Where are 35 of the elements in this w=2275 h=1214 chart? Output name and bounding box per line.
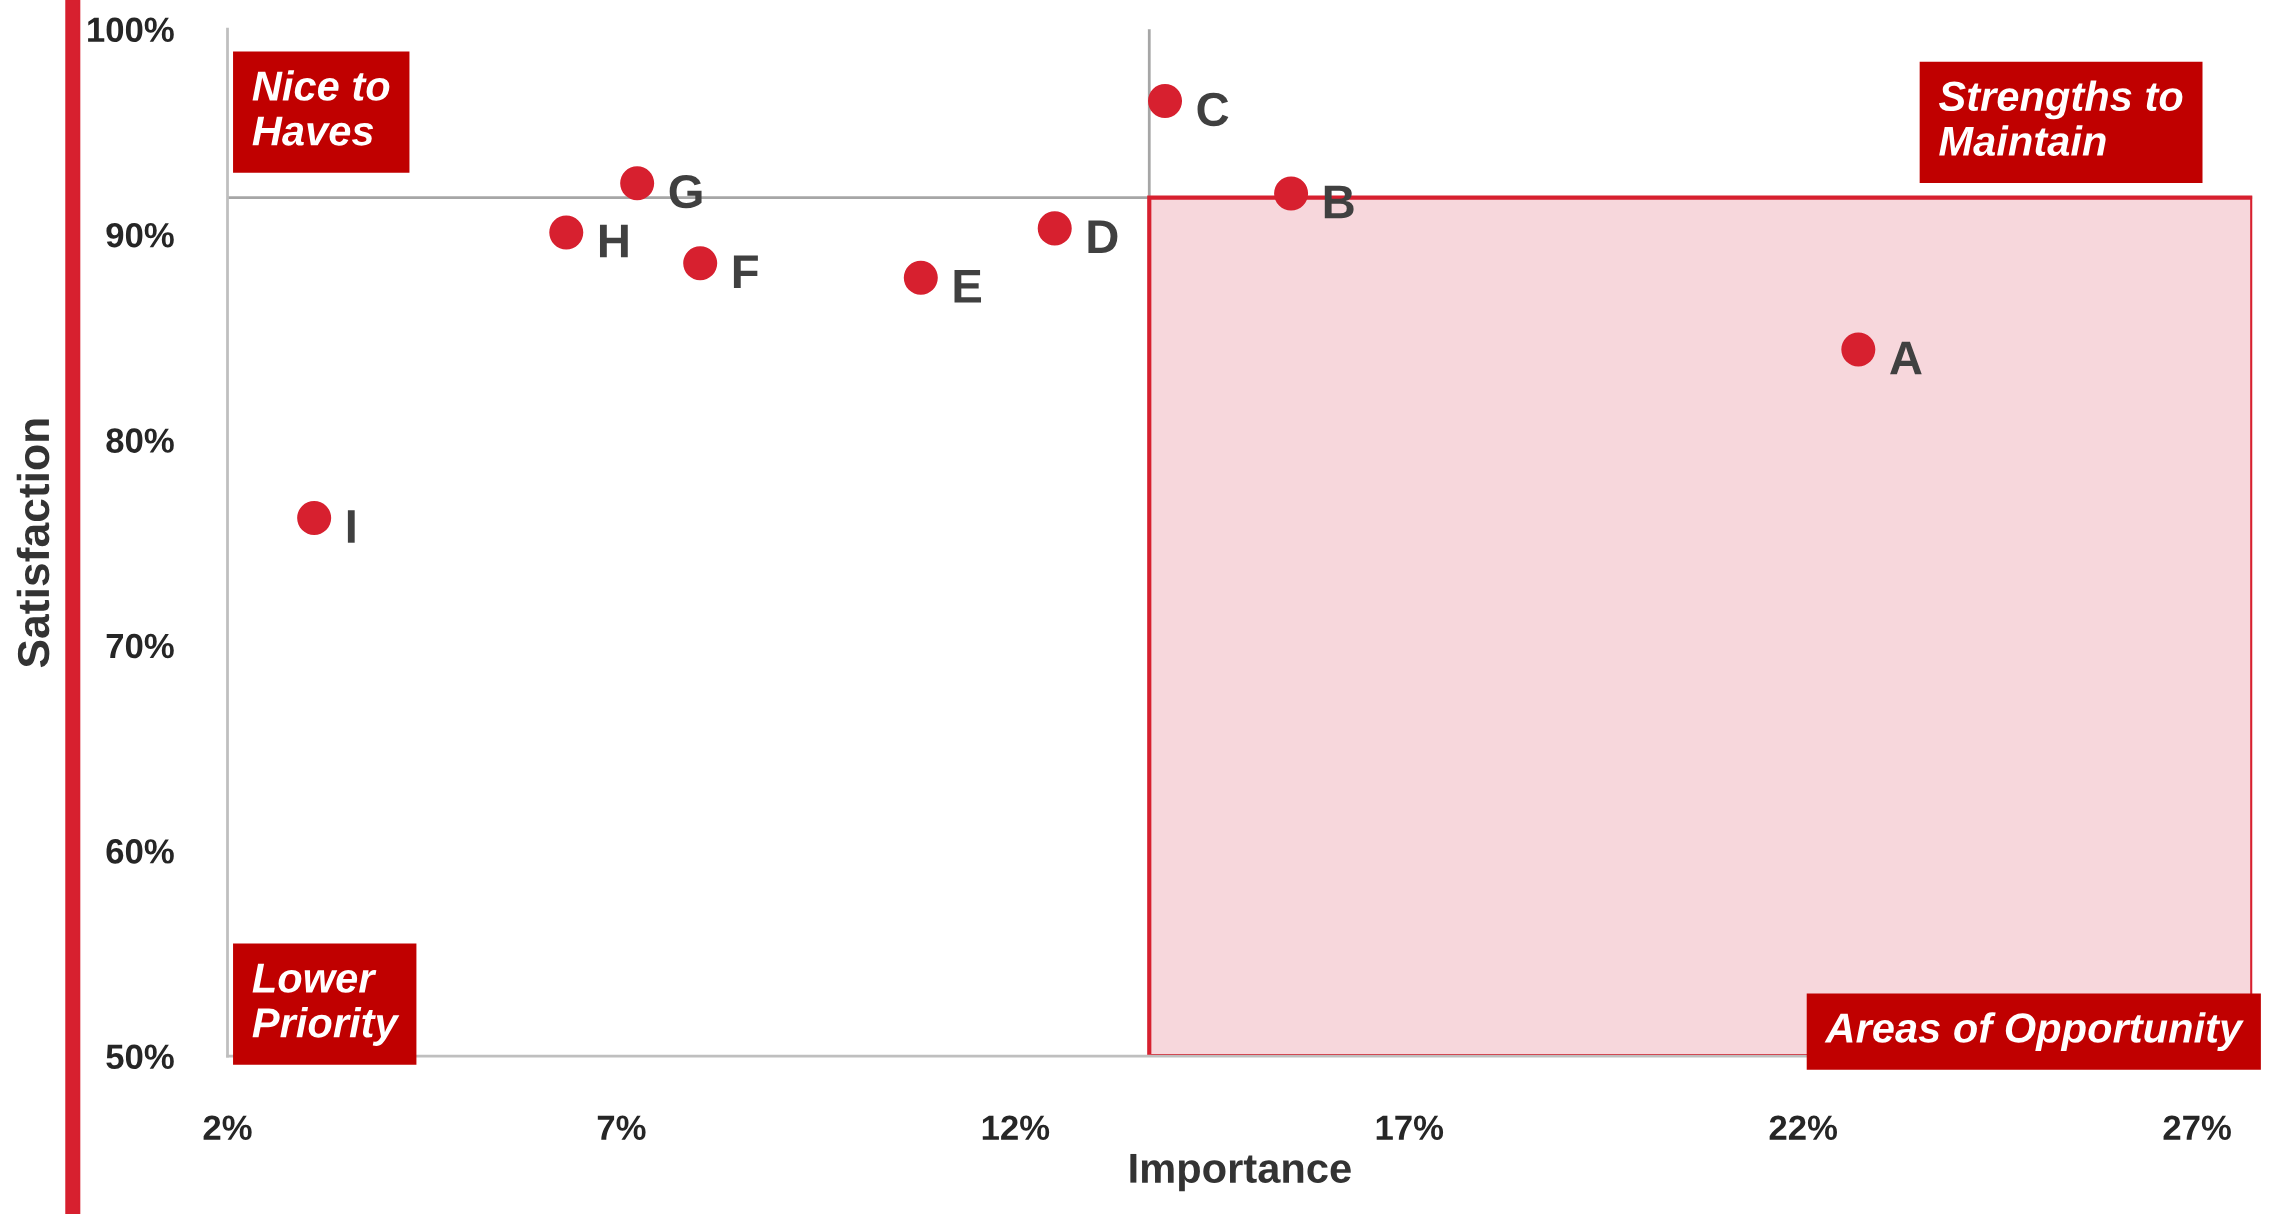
point: [903, 260, 938, 295]
data-label: H: [599, 224, 628, 258]
x-tick-label: 27%: [2163, 1115, 2231, 1140]
x-tick-label: 22%: [1769, 1115, 1838, 1140]
point: [297, 501, 332, 536]
point: [683, 246, 718, 281]
point: [1841, 332, 1876, 367]
data-label: G: [669, 174, 702, 209]
x-tick-label: 12%: [982, 1115, 1050, 1140]
band-label: Areas of Opportunity: [1824, 1012, 2244, 1052]
x-axis-title: Importance: [1130, 1153, 1351, 1192]
point: [1037, 211, 1072, 246]
y-tick-label: 100%: [88, 17, 174, 43]
x-tick-label: 7%: [597, 1115, 646, 1140]
point: [1274, 176, 1309, 211]
data-label: I: [347, 510, 355, 543]
x-tick-label: 17%: [1376, 1115, 1444, 1140]
point: [620, 166, 655, 201]
point: [549, 215, 584, 250]
annotation: Nice to Haves: [252, 70, 390, 146]
point: [1148, 84, 1183, 119]
y-tick-label: 90%: [106, 222, 174, 248]
y-tick-label: 60%: [106, 839, 174, 864]
y-tick-label: 80%: [106, 428, 174, 453]
data-label: A: [1890, 341, 1922, 375]
y-axis-title: Satisfaction: [16, 419, 50, 668]
annotation: Strengths to Maintain: [1938, 80, 2183, 156]
y-tick-label: 70%: [106, 633, 174, 659]
data-label: F: [733, 255, 758, 289]
y-tick-label: 50%: [106, 1044, 174, 1070]
data-label: E: [954, 269, 982, 303]
data-label: C: [1197, 92, 1229, 127]
x-tick-label: 2%: [203, 1115, 252, 1140]
annotation: Lower Priority: [252, 963, 400, 1046]
data-label: D: [1088, 220, 1118, 254]
